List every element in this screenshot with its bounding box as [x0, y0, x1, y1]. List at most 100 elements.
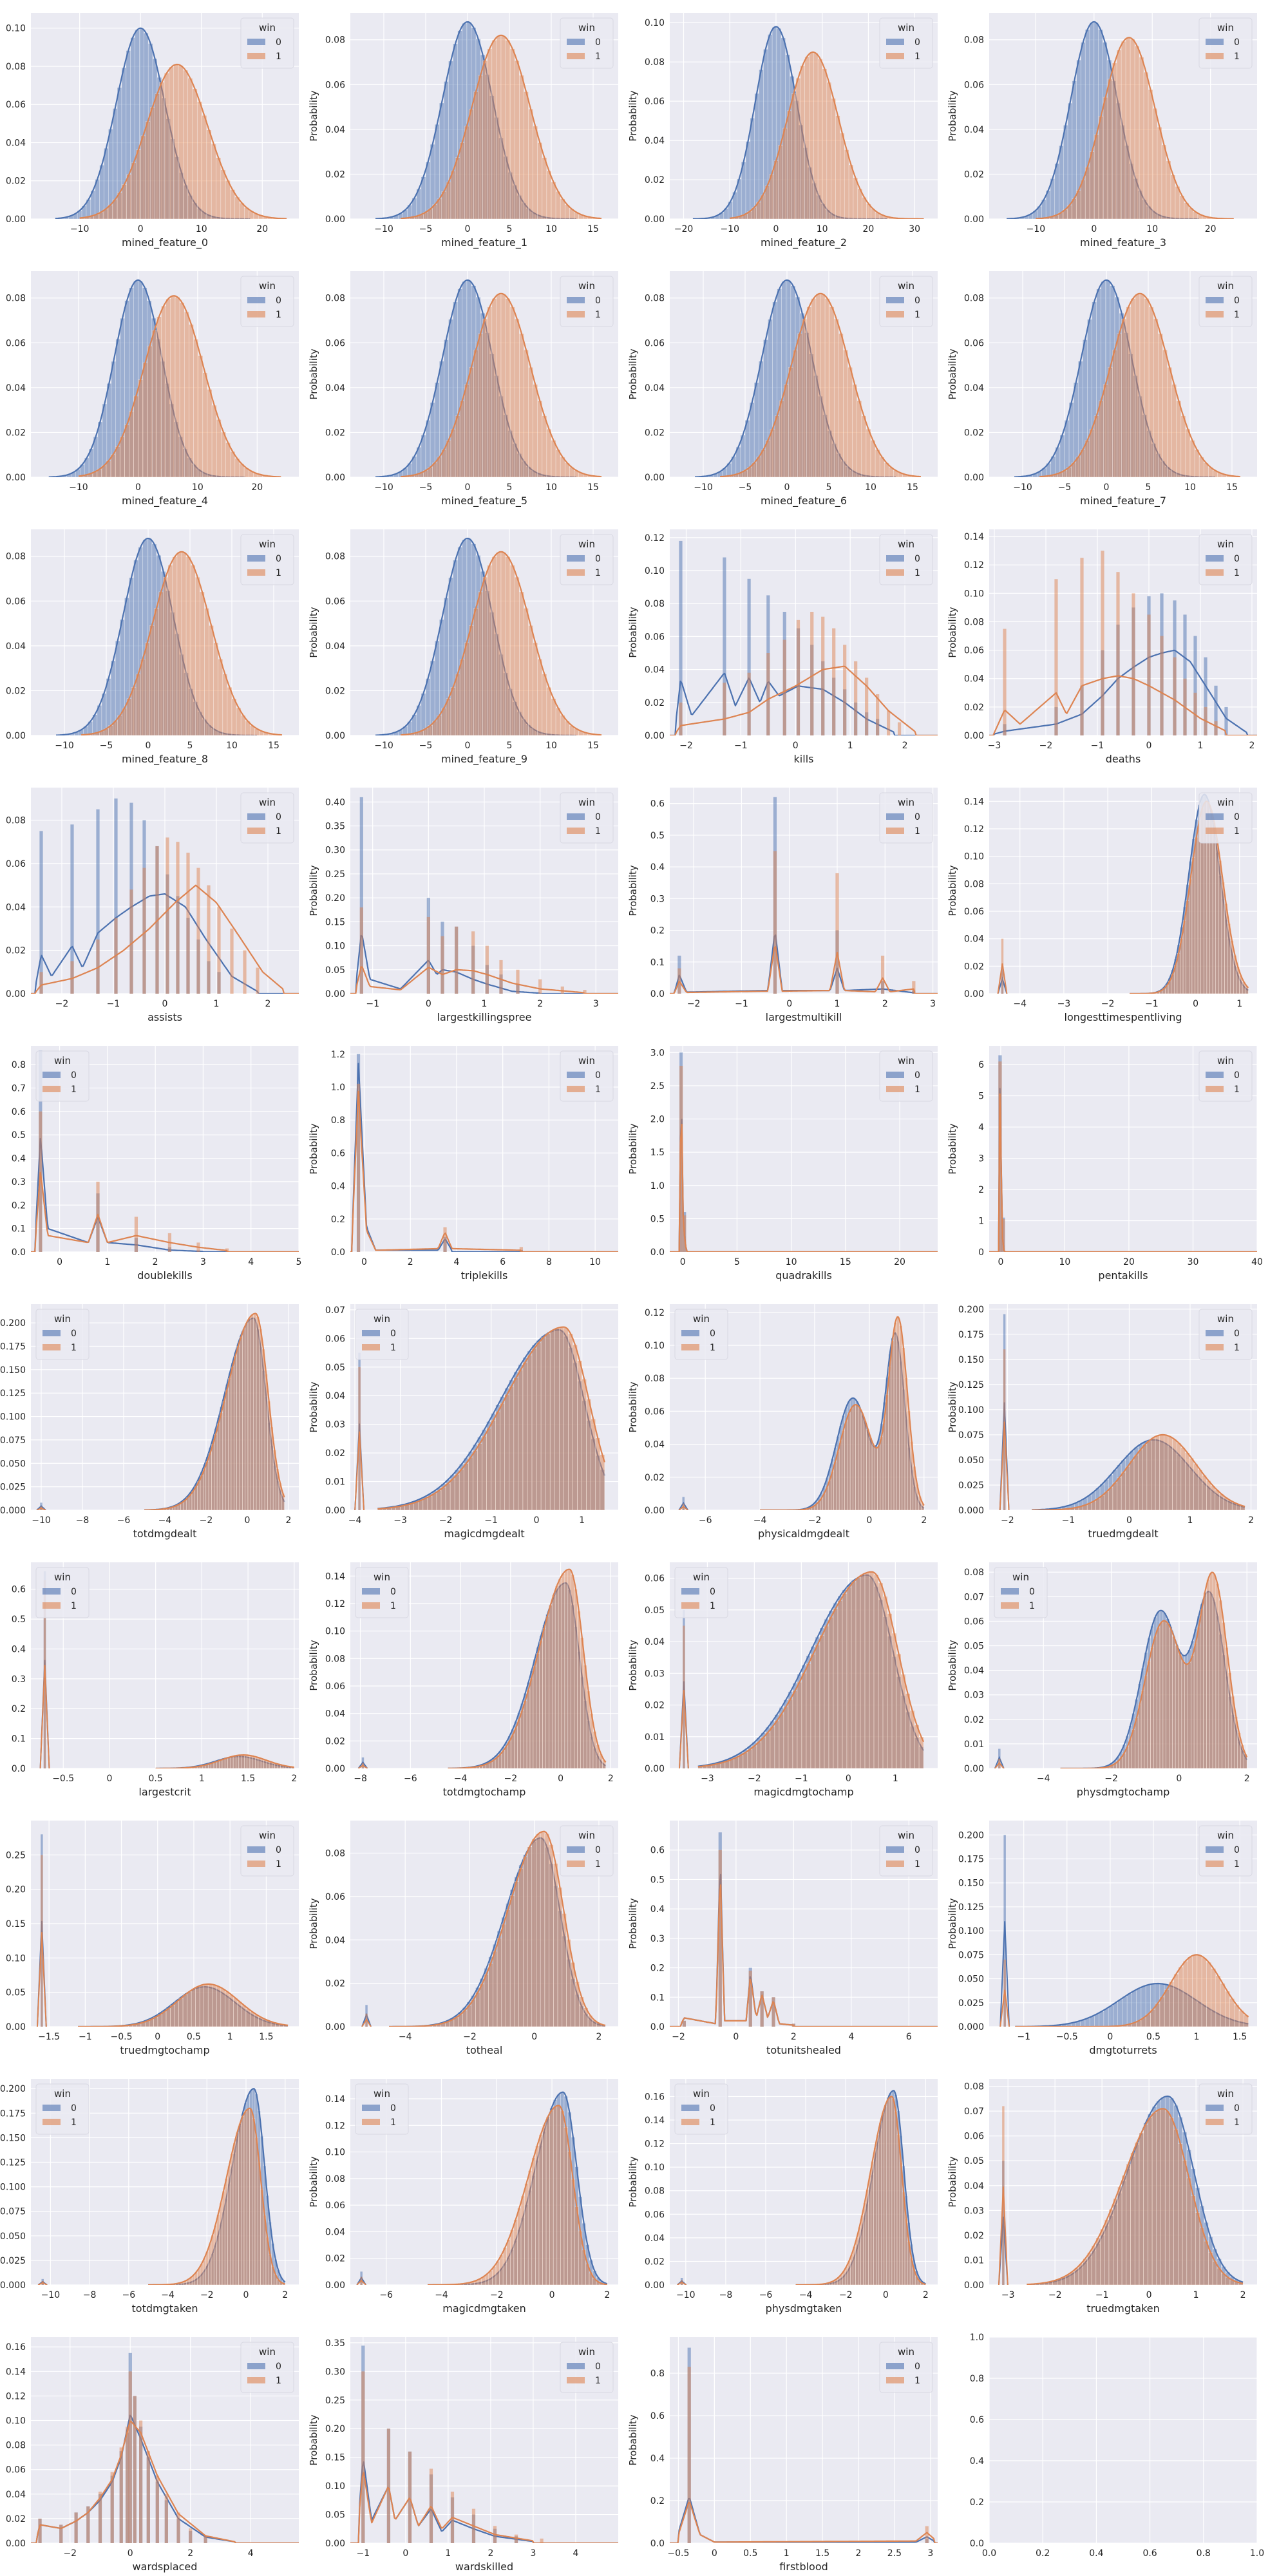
histogram-bar [1070, 2271, 1075, 2285]
histogram-bar [844, 1421, 848, 1510]
histogram-bar [232, 2142, 236, 2285]
x-tick-label: 10 [226, 741, 238, 751]
y-tick-label: 0.1 [12, 1734, 26, 1745]
plot-marks [670, 1832, 938, 2027]
legend-title: win [1217, 538, 1234, 550]
y-tick-label: 0.04 [964, 1666, 984, 1676]
histogram-bar [809, 52, 814, 219]
y-tick-label: 0.02 [325, 2254, 345, 2264]
x-axis-label: truedmgtaken [1086, 2302, 1160, 2315]
histogram-bar [491, 556, 497, 735]
x-tick-label: 1 [1198, 741, 1204, 751]
y-tick-label: 0.00 [325, 473, 345, 483]
subplot-mined_feature_0: 0.000.020.040.060.080.10−1001020Probabil… [6, 13, 299, 249]
legend-swatch [247, 828, 265, 834]
y-tick-label: 0.150 [958, 1355, 984, 1365]
x-tick-label: −4 [348, 1515, 362, 1526]
histogram-bar [528, 625, 533, 735]
x-tick-label: 0 [998, 1257, 1003, 1267]
y-tick-label: 0.02 [964, 961, 984, 972]
y-tick-label: 0.04 [325, 1709, 345, 1719]
histogram-bar [496, 552, 502, 735]
y-tick-label: 0.050 [958, 1975, 984, 1985]
y-tick-label: 0.06 [645, 97, 665, 107]
histogram-bar [1151, 1437, 1156, 1510]
legend-swatch [886, 311, 904, 317]
y-tick-label: 0.125 [958, 1902, 984, 1913]
x-tick-label: 10 [545, 224, 557, 234]
histogram-bar [429, 2468, 433, 2543]
y-tick-label: 0.6 [650, 799, 665, 810]
x-tick-label: 1 [214, 999, 220, 1009]
y-tick-label: 0.02 [964, 1715, 984, 1725]
histogram-bar [866, 428, 871, 477]
x-tick-label: 4 [248, 2548, 254, 2559]
legend-swatch [567, 2363, 585, 2369]
histogram-bar [231, 698, 237, 735]
y-tick-label: 0.16 [6, 2342, 26, 2353]
x-tick-label: 0.0 [982, 2548, 996, 2559]
y-tick-label: 0.07 [325, 1305, 345, 1316]
histogram-bar [815, 294, 821, 477]
legend-swatch [1206, 1344, 1224, 1350]
legend-swatch [1001, 1588, 1019, 1595]
x-tick-label: −10 [1027, 224, 1046, 234]
histogram-bar [1173, 1973, 1179, 2027]
histogram-bar [1197, 820, 1202, 994]
histogram-bar [1214, 685, 1218, 735]
histogram-bar [230, 2154, 234, 2285]
histogram-bar [178, 1998, 184, 2027]
histogram-bar [842, 1430, 845, 1510]
kde-line [400, 34, 602, 219]
x-tick-label: 0 [162, 999, 168, 1009]
histogram-bar [848, 164, 854, 219]
y-tick-label: 0.06 [645, 632, 665, 642]
kde-line [678, 1501, 689, 1510]
kde-line [144, 1312, 285, 1510]
histogram-bar [546, 687, 552, 735]
x-tick-label: 30 [1188, 1257, 1199, 1267]
histogram-bar [1103, 97, 1108, 219]
x-tick-label: −2 [63, 2548, 77, 2559]
subplot-totdmgtochamp: 0.000.020.040.060.080.100.120.14−8 −6 −4 −2… [308, 1562, 618, 1798]
histogram-bar [774, 1720, 780, 1768]
kde-line [730, 51, 924, 219]
histogram-bar [477, 1443, 482, 1510]
histogram-bar [144, 642, 150, 735]
kde-line [670, 946, 938, 994]
y-tick-label: 0.125 [958, 1380, 984, 1390]
y-tick-label: 0.05 [6, 1988, 26, 1998]
histogram-bar [822, 68, 828, 219]
y-tick-label: 0.04 [964, 2181, 984, 2192]
histogram-bar [96, 939, 100, 994]
kde-line [448, 1568, 607, 1768]
histogram-bar [164, 73, 169, 219]
histogram-bar [902, 1347, 905, 1510]
histogram-bar [249, 2108, 253, 2285]
histogram-bar [497, 1938, 502, 2027]
legend-title: win [1217, 280, 1234, 292]
x-axis-label: magicdmgdealt [444, 1528, 524, 1540]
histogram-bar [791, 93, 797, 219]
x-tick-label: −1 [1062, 1515, 1075, 1526]
x-tick-label: 10 [196, 224, 207, 234]
histogram-bar [1225, 1991, 1230, 2027]
histogram-bar [792, 1690, 798, 1768]
subplot-totdmgtaken: 0.0000.0250.0500.0750.1000.1250.1500.175… [0, 2079, 299, 2315]
histogram-bar [154, 608, 159, 735]
legend-label: 0 [710, 1329, 715, 1339]
y-tick-label: 0.1 [650, 1993, 665, 2003]
y-tick-label: 0.6 [12, 1585, 26, 1595]
y-tick-label: 0.05 [964, 1642, 984, 1652]
histogram-bar [524, 608, 529, 735]
legend-label: 0 [276, 37, 281, 48]
histogram-bar [207, 1984, 213, 2027]
histogram-bar [256, 1316, 260, 1510]
histogram-bar [1117, 1999, 1123, 2027]
legend-swatch [247, 1846, 265, 1853]
histogram-bar [241, 2116, 245, 2285]
y-tick-label: 0.30 [325, 2367, 345, 2377]
y-tick-label: 0.00 [964, 1764, 984, 1774]
